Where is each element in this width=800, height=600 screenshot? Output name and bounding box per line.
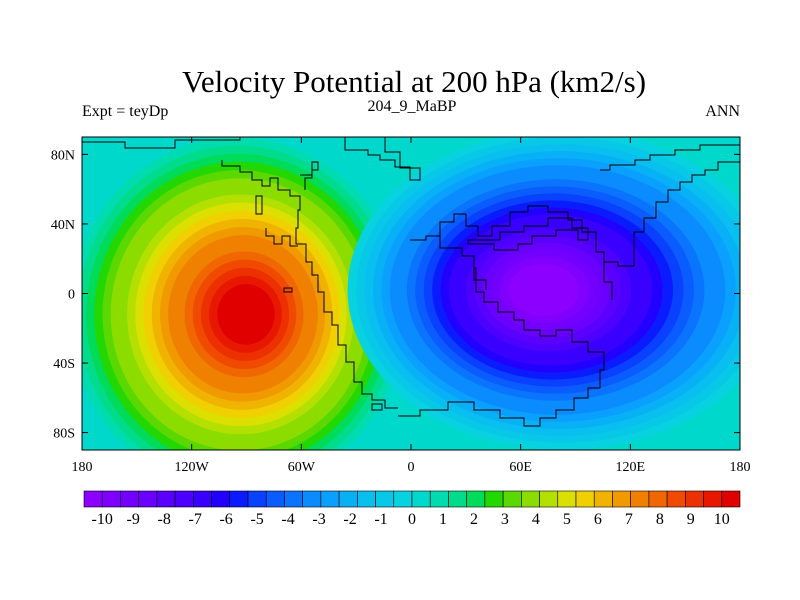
colorbar-swatch — [703, 490, 723, 508]
colorbar-label: -6 — [219, 511, 232, 528]
x-tick-label: 120E — [616, 460, 646, 475]
colorbar-swatch — [648, 490, 668, 508]
colorbar-label: -3 — [312, 511, 325, 528]
x-tick-label: 60W — [288, 460, 316, 475]
colorbar-swatch — [211, 490, 231, 508]
colorbar-swatch — [284, 490, 303, 508]
coastline-americas-east — [300, 161, 319, 190]
colorbar-swatch — [448, 490, 467, 508]
subtitle-right: ANN — [705, 103, 740, 120]
colorbar-label: -4 — [281, 511, 294, 528]
colorbar-label: 2 — [470, 511, 478, 528]
colorbar-swatch — [320, 490, 340, 508]
colorbar-label: -9 — [127, 511, 140, 528]
axis-ticks: 180 120W 60W 0 60E 120E 180 80N 40N 0 40S 80S — [51, 137, 751, 475]
coastline-pacific-islands — [255, 195, 298, 293]
colorbar-swatch — [193, 490, 212, 508]
colorbar-swatch — [302, 490, 322, 508]
x-tick-label: 60E — [509, 460, 532, 475]
colorbar-label: -8 — [158, 511, 171, 528]
y-tick-label: 40S — [53, 357, 75, 372]
colorbar-swatch — [721, 490, 741, 508]
colorbar-swatch — [411, 490, 431, 508]
coastline-indian — [473, 262, 613, 300]
colorbar-swatch — [685, 490, 704, 508]
colorbar-swatch — [502, 490, 522, 508]
colorbar-label: 6 — [594, 511, 602, 528]
colorbar-swatch — [593, 490, 613, 508]
velocity-potential-field — [82, 137, 740, 450]
coastline-antarctic-islands — [371, 403, 383, 411]
coastline-americas — [221, 160, 398, 409]
colorbar-swatch — [575, 490, 595, 508]
colorbar-swatch — [666, 490, 686, 508]
colorbar-label: 8 — [656, 511, 664, 528]
colorbar-label: 1 — [439, 511, 447, 528]
y-tick-label: 80N — [51, 148, 75, 163]
colorbar-swatch — [539, 490, 559, 508]
y-tick-label: 0 — [68, 288, 75, 303]
colorbar-swatch — [429, 490, 449, 508]
coastline-africa — [398, 236, 605, 427]
colorbar-label: 10 — [714, 511, 730, 528]
colorbar-swatch — [375, 490, 395, 508]
x-tick-label: 180 — [730, 460, 751, 475]
colorbar-label: 9 — [687, 511, 695, 528]
colorbar-label: -7 — [188, 511, 201, 528]
subtitle-center: 204_9_MaBP — [368, 98, 457, 115]
negative-contour-level — [508, 263, 579, 317]
subtitle-left: Expt = teyDp — [82, 103, 168, 120]
colorbar-label: 3 — [501, 511, 509, 528]
colorbar-swatch — [357, 490, 376, 508]
colorbar-swatch — [557, 490, 577, 508]
colorbar-label: 5 — [563, 511, 571, 528]
colorbar: -10 -9 -8 -7 -6 -5 -4 -3 -2 -1 0 1 2 3 4 5 6 7 8 9 10 — [83, 490, 741, 528]
x-tick-label: 0 — [408, 460, 415, 475]
colorbar-swatch — [630, 490, 650, 508]
colorbar-swatch — [247, 490, 267, 508]
colorbar-swatch — [338, 490, 358, 508]
colorbar-swatch — [466, 490, 486, 508]
colorbar-swatch — [120, 490, 139, 508]
y-tick-label: 40N — [51, 218, 75, 233]
colorbar-swatch — [484, 490, 504, 508]
colorbar-swatch — [174, 490, 194, 508]
colorbar-label: -1 — [374, 511, 387, 528]
coastline-north — [82, 137, 740, 181]
positive-contour-level — [217, 284, 275, 345]
coastline-eurasia-north — [600, 144, 740, 171]
colorbar-label: 0 — [408, 511, 416, 528]
plot-area: 180 120W 60W 0 60E 120E 180 80N 40N 0 40S 80S — [51, 136, 751, 475]
x-tick-label: 180 — [72, 460, 93, 475]
colorbar-label: 4 — [532, 511, 540, 528]
colorbar-swatch — [265, 490, 285, 508]
colorbar-swatch — [101, 490, 121, 508]
chart-title: Velocity Potential at 200 hPa (km2/s) — [182, 64, 646, 99]
colorbar-swatch — [612, 490, 631, 508]
coastline-asia — [467, 217, 589, 251]
colorbar-swatch — [229, 490, 249, 508]
colorbar-label: -10 — [92, 511, 113, 528]
coastlines — [82, 137, 740, 427]
x-tick-label: 120W — [175, 460, 210, 475]
y-tick-label: 80S — [53, 427, 75, 442]
colorbar-label: 7 — [625, 511, 633, 528]
colorbar-swatch — [138, 490, 158, 508]
colorbar-swatch — [83, 490, 103, 508]
colorbar-swatch — [521, 490, 540, 508]
coastline-africa-eurasia — [410, 161, 740, 267]
colorbar-label: -5 — [250, 511, 263, 528]
colorbar-swatch — [156, 490, 176, 508]
colorbar-label: -2 — [343, 511, 356, 528]
colorbar-swatch — [393, 490, 413, 508]
